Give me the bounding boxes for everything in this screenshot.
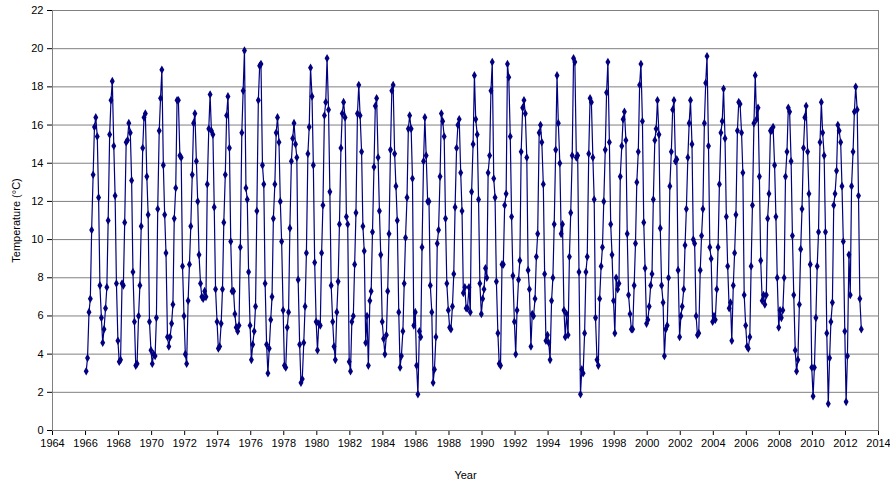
svg-text:4: 4 [37, 348, 43, 360]
svg-text:Temperature (°C): Temperature (°C) [10, 178, 22, 262]
svg-text:12: 12 [31, 195, 43, 207]
svg-text:1994: 1994 [536, 437, 560, 449]
svg-text:16: 16 [31, 119, 43, 131]
svg-text:1974: 1974 [205, 437, 229, 449]
svg-text:1996: 1996 [569, 437, 593, 449]
svg-text:2004: 2004 [701, 437, 725, 449]
svg-text:22: 22 [31, 4, 43, 16]
svg-text:1964: 1964 [40, 437, 64, 449]
svg-text:1972: 1972 [172, 437, 196, 449]
svg-text:1986: 1986 [404, 437, 428, 449]
svg-text:18: 18 [31, 80, 43, 92]
svg-text:6: 6 [37, 309, 43, 321]
svg-text:0: 0 [37, 424, 43, 436]
svg-text:1982: 1982 [338, 437, 362, 449]
svg-text:2010: 2010 [800, 437, 824, 449]
svg-text:1980: 1980 [305, 437, 329, 449]
svg-text:1970: 1970 [139, 437, 163, 449]
svg-text:1978: 1978 [272, 437, 296, 449]
svg-text:2000: 2000 [635, 437, 659, 449]
svg-text:1966: 1966 [73, 437, 97, 449]
svg-text:1976: 1976 [238, 437, 262, 449]
svg-text:1998: 1998 [602, 437, 626, 449]
svg-text:8: 8 [37, 271, 43, 283]
svg-text:1992: 1992 [503, 437, 527, 449]
svg-text:2012: 2012 [833, 437, 857, 449]
svg-text:1990: 1990 [470, 437, 494, 449]
svg-text:14: 14 [31, 157, 43, 169]
svg-text:2: 2 [37, 386, 43, 398]
svg-text:10: 10 [31, 233, 43, 245]
svg-text:20: 20 [31, 42, 43, 54]
svg-text:1968: 1968 [106, 437, 130, 449]
svg-text:2002: 2002 [668, 437, 692, 449]
svg-text:2006: 2006 [734, 437, 758, 449]
svg-text:Year: Year [454, 469, 477, 481]
svg-text:2014: 2014 [866, 437, 890, 449]
svg-text:1984: 1984 [371, 437, 395, 449]
svg-text:2008: 2008 [767, 437, 791, 449]
svg-text:1988: 1988 [437, 437, 461, 449]
